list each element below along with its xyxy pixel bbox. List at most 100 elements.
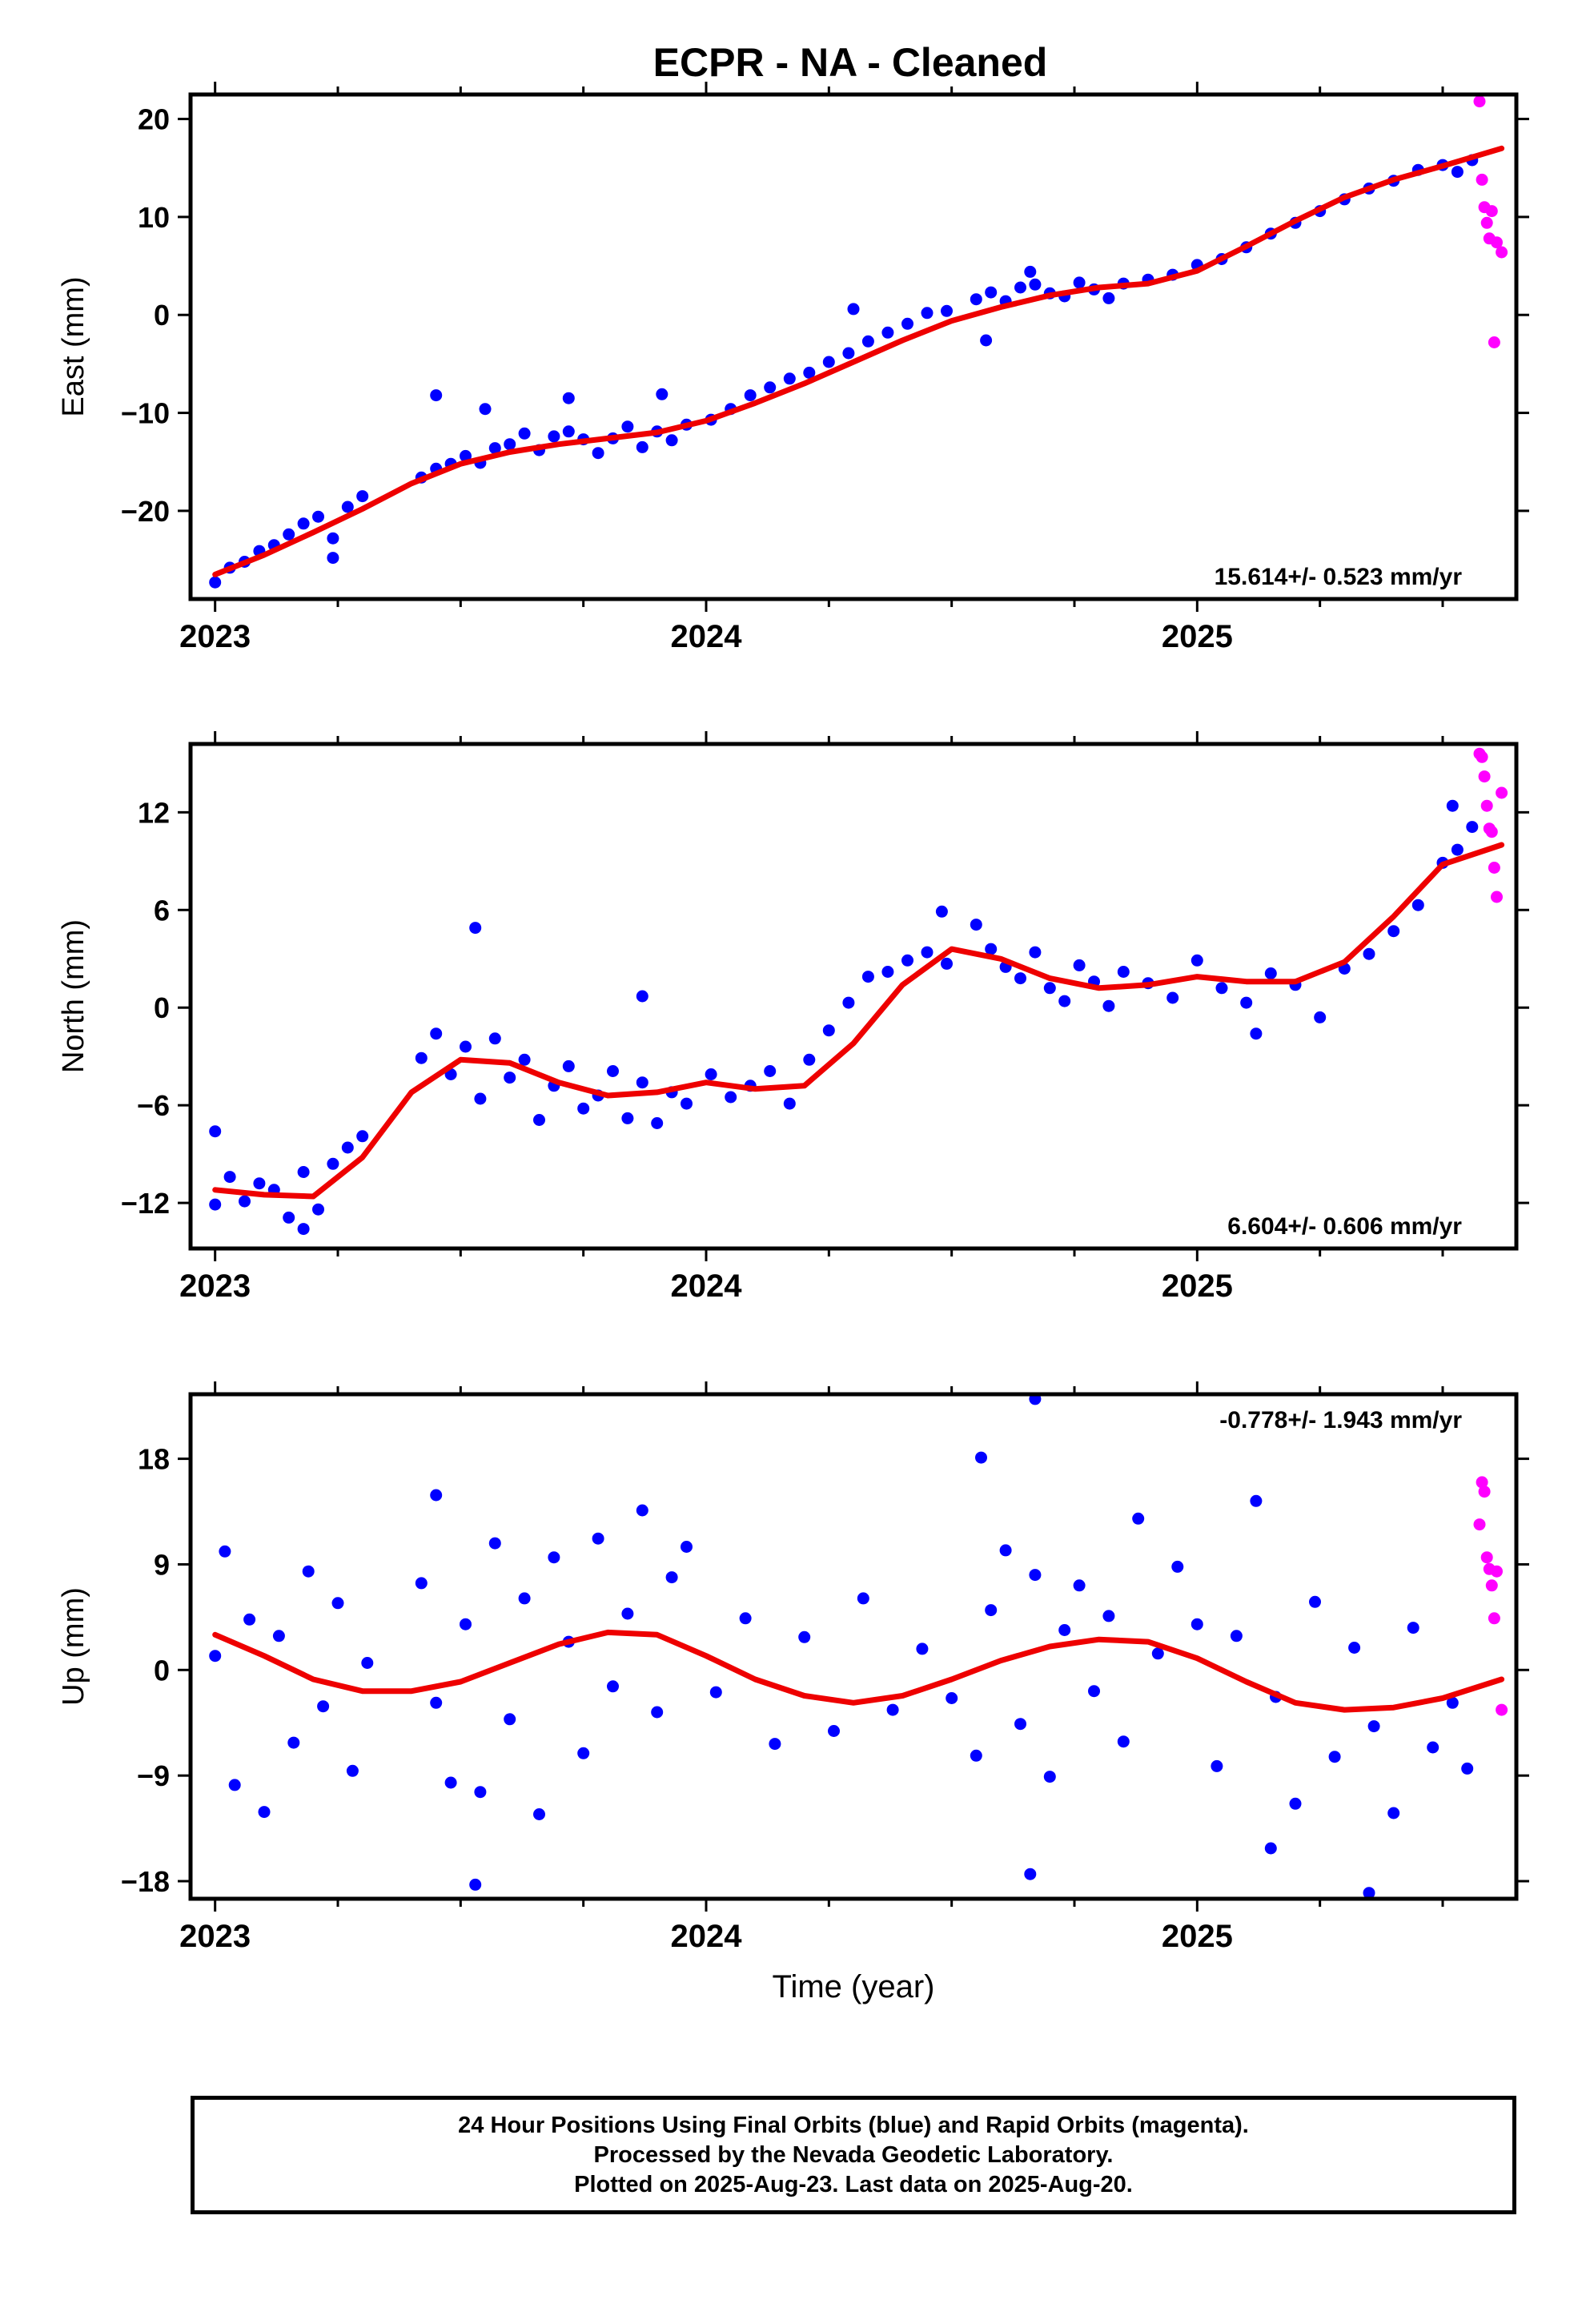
model-curve xyxy=(212,145,1505,577)
final-point xyxy=(803,1053,816,1066)
final-point xyxy=(1466,821,1479,834)
final-point xyxy=(1117,966,1130,978)
final-point xyxy=(518,427,531,440)
final-point xyxy=(504,438,516,451)
final-point xyxy=(488,1537,501,1550)
final-point xyxy=(253,1177,266,1190)
final-point xyxy=(1250,1027,1263,1040)
plot-frame xyxy=(188,742,1519,1251)
final-point xyxy=(921,307,934,320)
rapid-point xyxy=(1476,750,1488,763)
final-point xyxy=(1024,265,1037,278)
final-point xyxy=(219,1545,231,1558)
final-point xyxy=(803,366,816,379)
final-point xyxy=(1029,1569,1042,1582)
rapid-point xyxy=(1478,1486,1491,1498)
final-point xyxy=(935,905,948,918)
final-point xyxy=(822,356,835,368)
panel-2: −12 −6 0 6 12 2023 2024 2025 North (mm) 6.604+/- … xyxy=(57,731,1529,1304)
final-point xyxy=(312,1203,324,1216)
y-tick-label: −20 xyxy=(121,495,170,528)
final-point xyxy=(985,286,998,299)
final-point xyxy=(474,1786,487,1799)
final-point xyxy=(1102,292,1115,304)
final-point xyxy=(1446,799,1459,812)
final-point xyxy=(1328,1751,1341,1763)
rapid-point xyxy=(1480,799,1493,812)
final-point xyxy=(970,919,982,931)
final-point xyxy=(1363,1887,1375,1899)
rapid-point xyxy=(1496,246,1508,259)
final-point xyxy=(1014,281,1026,294)
y-tick-label: 6 xyxy=(154,894,170,927)
rapid-point xyxy=(1491,236,1503,249)
final-point xyxy=(223,1171,236,1184)
rapid-point xyxy=(1491,1565,1503,1578)
final-point xyxy=(577,1102,590,1115)
final-point xyxy=(842,347,855,360)
final-point xyxy=(1191,1618,1203,1630)
final-point xyxy=(1014,1718,1026,1731)
final-point xyxy=(341,501,354,513)
final-point xyxy=(460,1040,472,1053)
final-point xyxy=(1073,1579,1086,1592)
final-point xyxy=(1264,1842,1277,1855)
final-point xyxy=(985,943,998,955)
final-point xyxy=(901,317,913,330)
final-point xyxy=(297,1166,310,1178)
x-tick-label: 2024 xyxy=(671,1269,743,1304)
rapid-point xyxy=(1473,1518,1486,1531)
y-tick-label: −6 xyxy=(137,1089,170,1122)
footer-box: 24 Hour Positions Using Final Orbits (bl… xyxy=(191,2096,1516,2214)
y-axis-label: East (mm) xyxy=(57,276,90,416)
final-point xyxy=(327,532,339,545)
final-point xyxy=(297,517,310,530)
final-point xyxy=(1171,1560,1184,1573)
plot-frame xyxy=(188,1392,1519,1901)
final-point xyxy=(1029,1394,1042,1405)
final-point xyxy=(636,440,648,453)
final-point xyxy=(725,1091,737,1104)
final-point xyxy=(1014,972,1026,985)
y-tick-label: 0 xyxy=(154,299,170,332)
final-point xyxy=(479,403,492,416)
final-point xyxy=(331,1597,344,1610)
final-point xyxy=(764,381,777,394)
final-point xyxy=(1058,995,1071,1007)
plot-area xyxy=(209,747,1508,1236)
rapid-point xyxy=(1491,891,1503,903)
rapid-point xyxy=(1485,826,1498,838)
rapid-point xyxy=(1478,770,1491,783)
final-point xyxy=(636,1504,648,1517)
final-point xyxy=(283,1211,295,1224)
final-point xyxy=(1058,1624,1071,1636)
final-point xyxy=(705,1068,717,1080)
final-point xyxy=(562,392,575,404)
final-point xyxy=(1073,959,1086,971)
y-tick-label: 20 xyxy=(138,103,170,136)
final-point xyxy=(430,1027,443,1040)
final-point xyxy=(243,1613,256,1626)
rapid-point xyxy=(1485,205,1498,218)
final-point xyxy=(665,1571,678,1584)
final-point xyxy=(1250,1494,1263,1507)
y-tick-label: 12 xyxy=(138,796,170,829)
final-point xyxy=(327,1157,339,1170)
final-point xyxy=(1451,166,1464,179)
final-point xyxy=(518,1592,531,1605)
y-tick-label: 0 xyxy=(154,991,170,1024)
final-point xyxy=(621,1607,634,1620)
final-point xyxy=(946,1692,958,1704)
rapid-point xyxy=(1496,1703,1508,1716)
final-point xyxy=(970,293,982,306)
final-point xyxy=(548,430,560,443)
final-point xyxy=(621,420,634,433)
y-tick-label: −10 xyxy=(121,397,170,430)
y-tick-label: −9 xyxy=(137,1759,170,1792)
final-point xyxy=(881,966,894,978)
final-point xyxy=(302,1565,315,1578)
footer-line-1: 24 Hour Positions Using Final Orbits (bl… xyxy=(458,2112,1249,2138)
final-point xyxy=(1309,1595,1321,1608)
final-point xyxy=(651,1706,664,1719)
final-point xyxy=(739,1612,752,1625)
